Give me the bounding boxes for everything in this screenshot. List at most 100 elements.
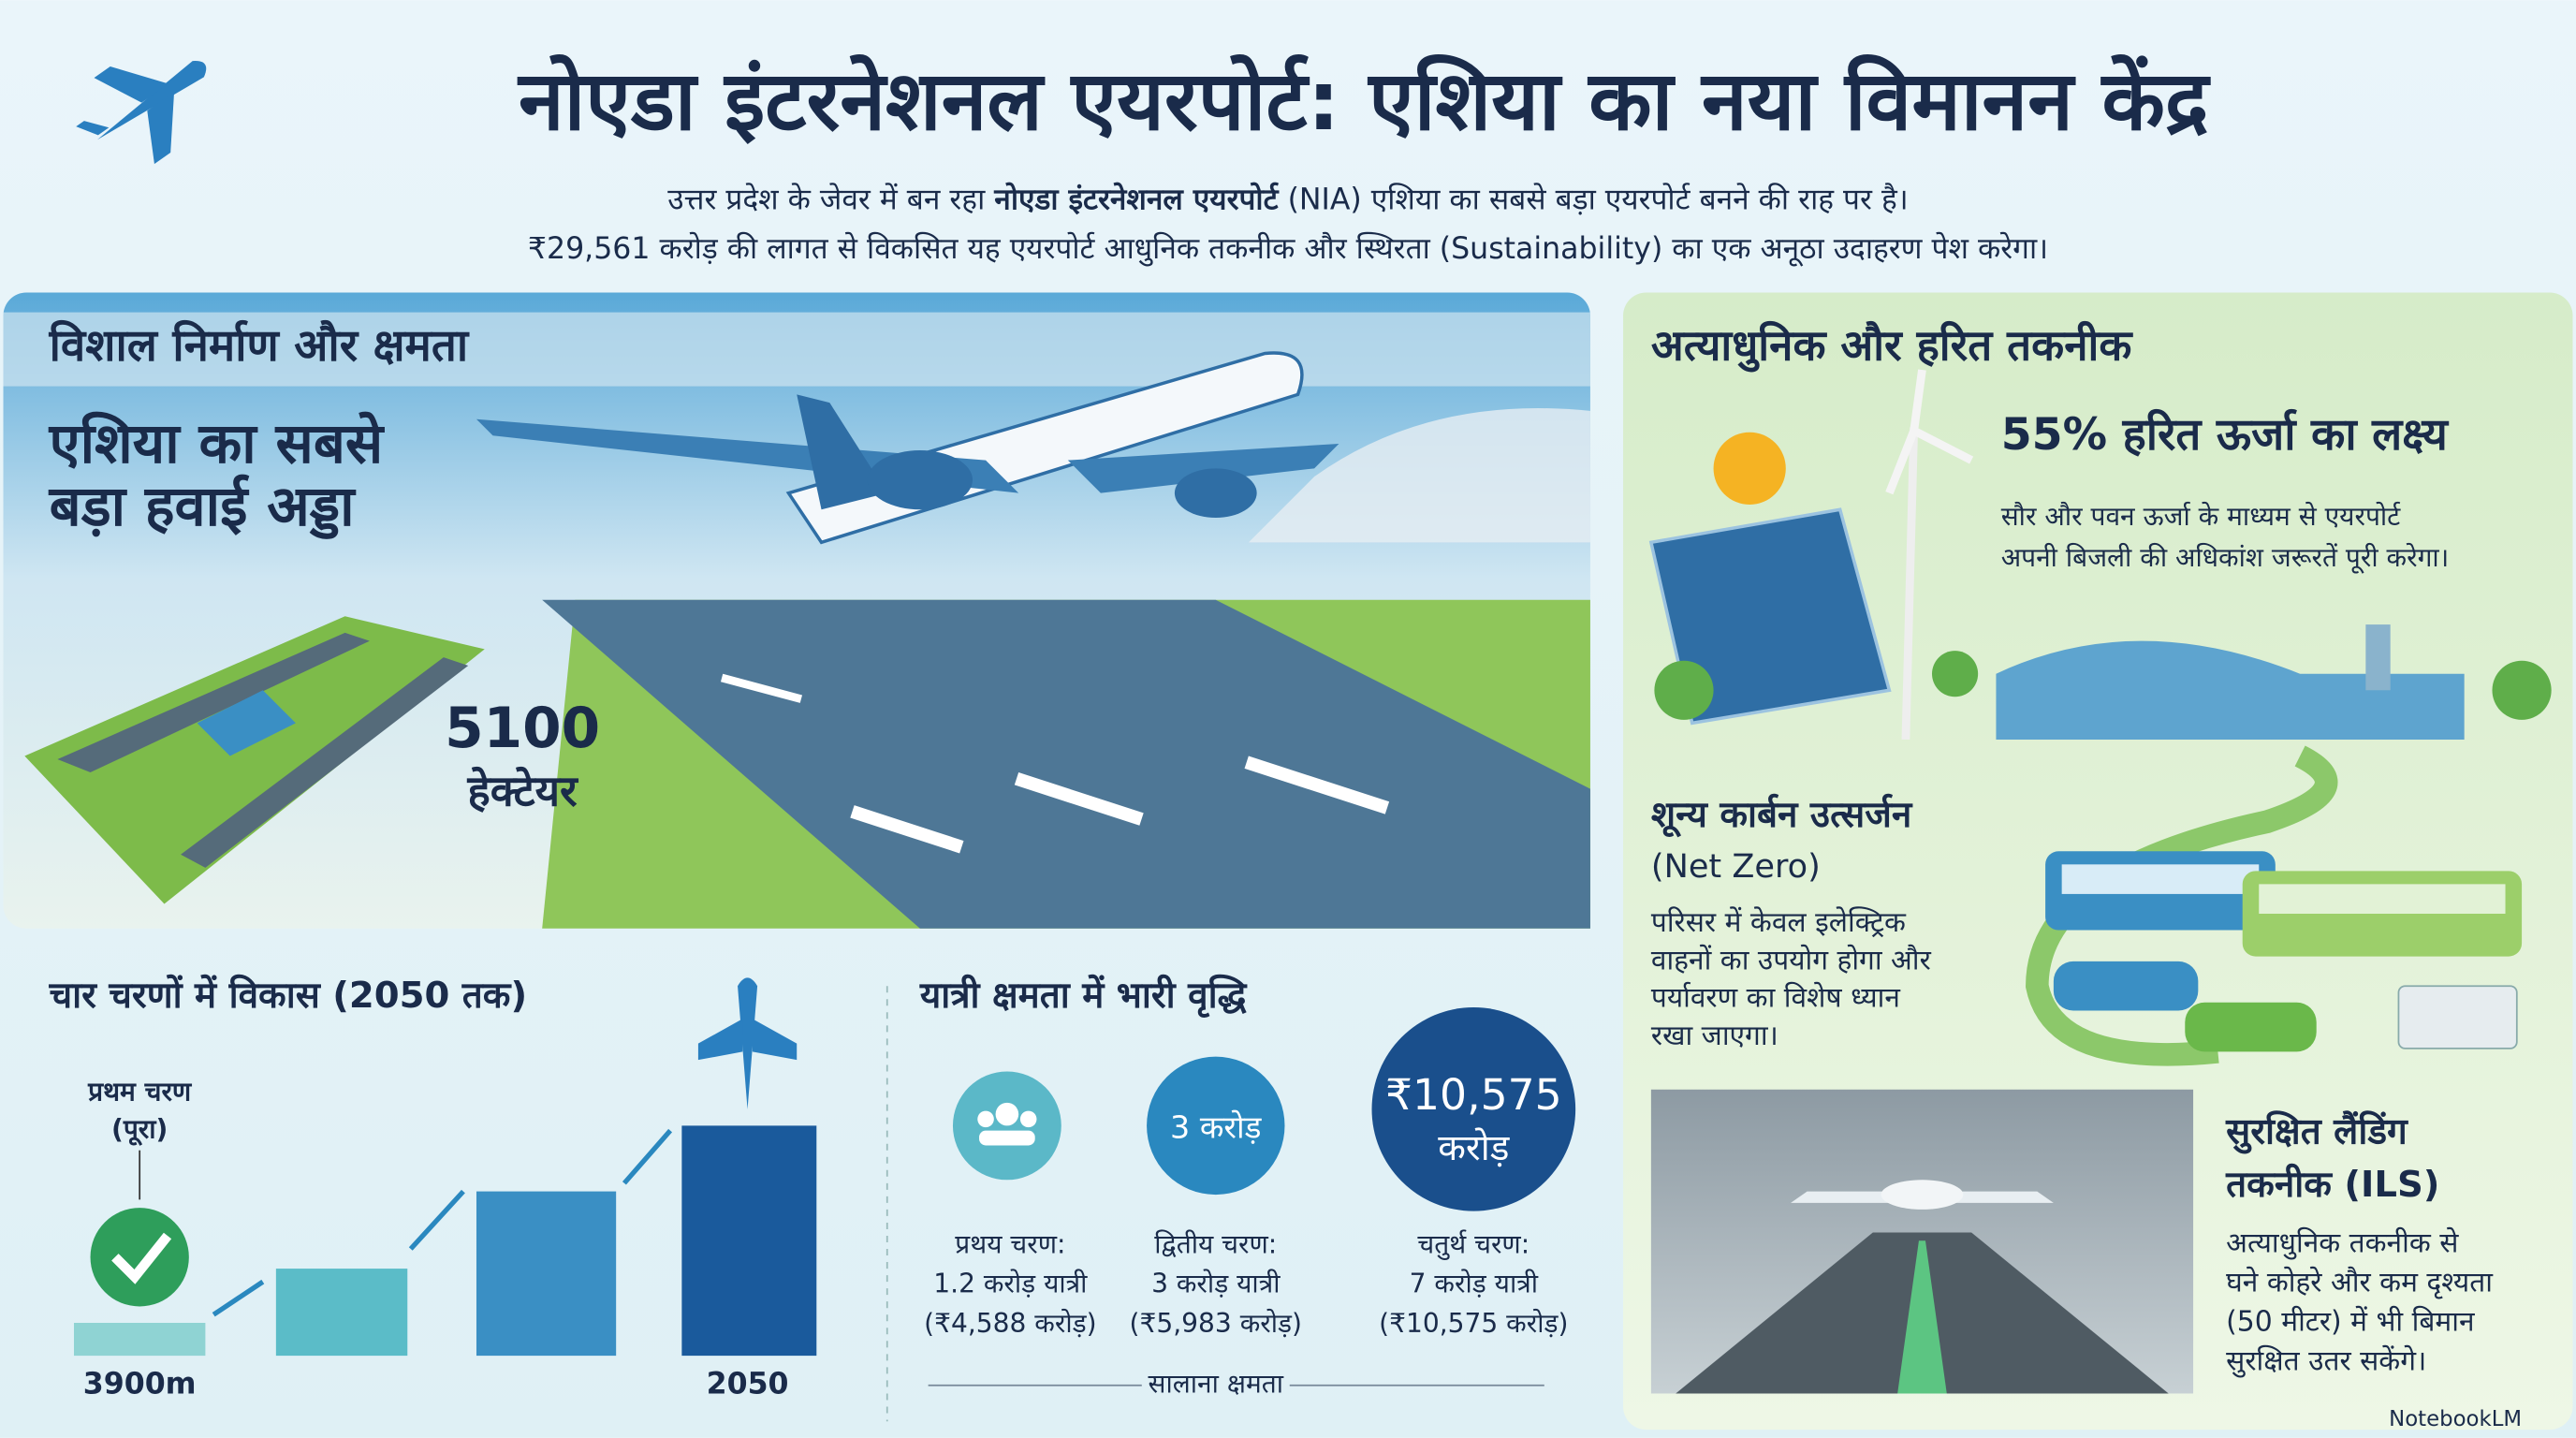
capacity-items: प्रथय चरण: 1.2 करोड़ यात्री (₹4,588 करोड़)… [924,1229,1568,1339]
feature-desc: सुरक्षित उतर सकेंगे। [2226,1345,2426,1378]
feature-desc: अपनी बिजली की अधिकांश जरूरतें पूरी करेगा… [2001,542,2450,574]
plane-icon-part [94,66,169,103]
callout: (पूरा) [111,1114,168,1147]
airport-map-part [197,690,296,756]
phases-panel-part [212,1128,673,1317]
construction-panel-part-part [1014,772,1144,826]
construction-panel-part [1248,407,1590,543]
area-value: 5100 [445,697,600,761]
plane-icon-part [697,1019,743,1061]
technology-panel: अत्याधुनिक और हरित तकनीक 55% हरित ऊर्जा … [1623,292,2573,1431]
plane-icon-part [738,977,758,1109]
subtitle-bold: नोएडा इंटरनेशनल एयरपोर्ट [993,182,1279,216]
capacity-passengers: 1.2 करोड़ यात्री [933,1269,1088,1299]
subtitle: उत्तर प्रदेश के जेवर में बन रहा नोएडा इं… [667,182,1908,216]
feature-desc: वाहनों का उपयोग होगा और [1651,944,1932,976]
footer-label: सालाना क्षमता [1149,1369,1284,1400]
capacity-panel-part-part [977,1110,994,1128]
headline: बड़ा हवाई अड्डा [49,474,357,539]
green-illustration-part [1996,640,2465,740]
title: नोएडा इंटरनेशनल एयरपोर्ट: एशिया का नया व… [517,53,2211,149]
section-heading: अत्याधुनिक और हरित तकनीक [1651,321,2133,373]
capacity-panel-part [977,1102,1037,1146]
capacity-cost: (₹5,983 करोड़) [1130,1308,1302,1339]
construction-panel-part [720,673,1390,854]
construction-panel: विशाल निर्माण और क्षमता एशिया का सबसे बड… [3,292,1590,929]
construction-panel-part-part [850,805,964,854]
green-illustration-part [1654,660,1714,720]
green-illustration-part [2492,660,2552,720]
plane-icon-part [752,1019,798,1061]
feature-desc: रखा जाएगा। [1651,1020,1778,1052]
airplane [476,351,1339,545]
capacity-cost: (₹4,588 करोड़) [924,1308,1096,1339]
phases-panel: चार चरणों में विकास (2050 तक) प्रथम चरण … [49,974,817,1401]
vehicles-part [2053,961,2199,1011]
phases-panel-part [111,1232,172,1284]
plane-icon-part [147,92,175,165]
vehicles-part [2061,864,2260,894]
airport-map [24,616,485,904]
feature-desc-group: परिसर में केवल इलेक्ट्रिक वाहनों का उपयोग… [1651,906,1932,1052]
capacity-passengers: 7 करोड़ यात्री [1410,1269,1539,1299]
feature-title: 55% हरित ऊर्जा का लक्ष्य [2001,408,2450,461]
capacity-panel: यात्री क्षमता में भारी वृद्धि 3 करोड़ ₹1… [919,974,1576,1400]
feature-title: शून्य कार्बन उत्सर्जन [1651,793,1913,838]
capacity-panel-part-part [1019,1110,1037,1128]
airplane-part [1174,468,1257,518]
phases-panel-part-part [622,1128,673,1185]
green-illustration [1648,369,2552,741]
ils-image-part [1897,1240,1947,1394]
headline: एशिया का सबसे [49,411,386,477]
feature-subtitle: (Net Zero) [1651,847,1821,886]
circle-label: 3 करोड़ [1170,1108,1263,1145]
capacity-phase: प्रथय चरण: [955,1229,1065,1260]
capacity-panel-part [1147,1056,1285,1196]
feature-desc-group: अत्याधुनिक तकनीक से घने कोहरे और कम दृश्य… [2226,1226,2494,1377]
construction-panel-part [3,312,1590,387]
feature-title: सुरक्षित लैंडिंग [2225,1110,2408,1154]
airport-map-part [24,616,485,904]
section-heading: विशाल निर्माण और क्षमता [49,319,470,372]
subtitle-part: उत्तर प्रदेश के जेवर में बन रहा [667,182,994,216]
capacity-passengers: 3 करोड़ यात्री [1151,1269,1281,1299]
construction-panel-part-part [720,673,803,703]
capacity-panel-part [1371,1007,1576,1211]
section-heading: चार चरणों में विकास (2050 तक) [49,974,527,1017]
vehicles-part [2259,884,2506,914]
capacity-panel-part-part [979,1130,1035,1146]
phases-panel-part [681,1125,817,1357]
feature-desc: पर्यावरण का विशेष ध्यान [1651,982,1900,1015]
plane-icon-part [76,121,110,136]
green-illustration-part [1932,651,1979,697]
circle-label: करोड़ [1438,1127,1510,1169]
area-unit: हेक्टेयर [467,766,580,815]
construction-panel-part-part [1244,756,1390,814]
plane-icon [76,61,207,165]
plane-icon [697,977,798,1109]
feature-desc: (50 मीटर) में भी बिमान [2226,1306,2475,1339]
vehicles [2045,851,2523,1052]
vehicles-part [2185,1002,2317,1052]
airport-map-part [57,632,370,773]
vehicles-part [2397,985,2518,1049]
airplane-part [1067,444,1339,493]
ils-image [1650,1089,2194,1394]
capacity-phase: चतुर्थ चरण: [1417,1229,1530,1261]
feature-desc: घने कोहरे और कम दृश्यता [2226,1266,2494,1299]
feature-title: तकनीक (ILS) [2225,1163,2439,1206]
green-illustration-part [1713,432,1786,505]
green-illustration-part [2365,624,2391,691]
header: नोएडा इंटरनेशनल एयरपोर्ट: एशिया का नया व… [76,53,2211,267]
phases-panel-part [476,1191,617,1357]
subtitle-part: (NIA) एशिया का सबसे बड़ा एयरपोर्ट बनने क… [1279,182,1909,216]
callout: प्रथम चरण [87,1076,193,1107]
feature-desc: सौर और पवन ऊर्जा के माध्यम से एयरपोर्ट [2001,501,2401,532]
phases-panel-part [90,1208,189,1307]
feature-desc: अत्याधुनिक तकनीक से [2226,1226,2459,1259]
plane-icon-part [96,61,207,140]
green-illustration-part [1901,427,1919,741]
phases-panel-part-part [212,1279,265,1317]
airplane-part [867,450,973,510]
